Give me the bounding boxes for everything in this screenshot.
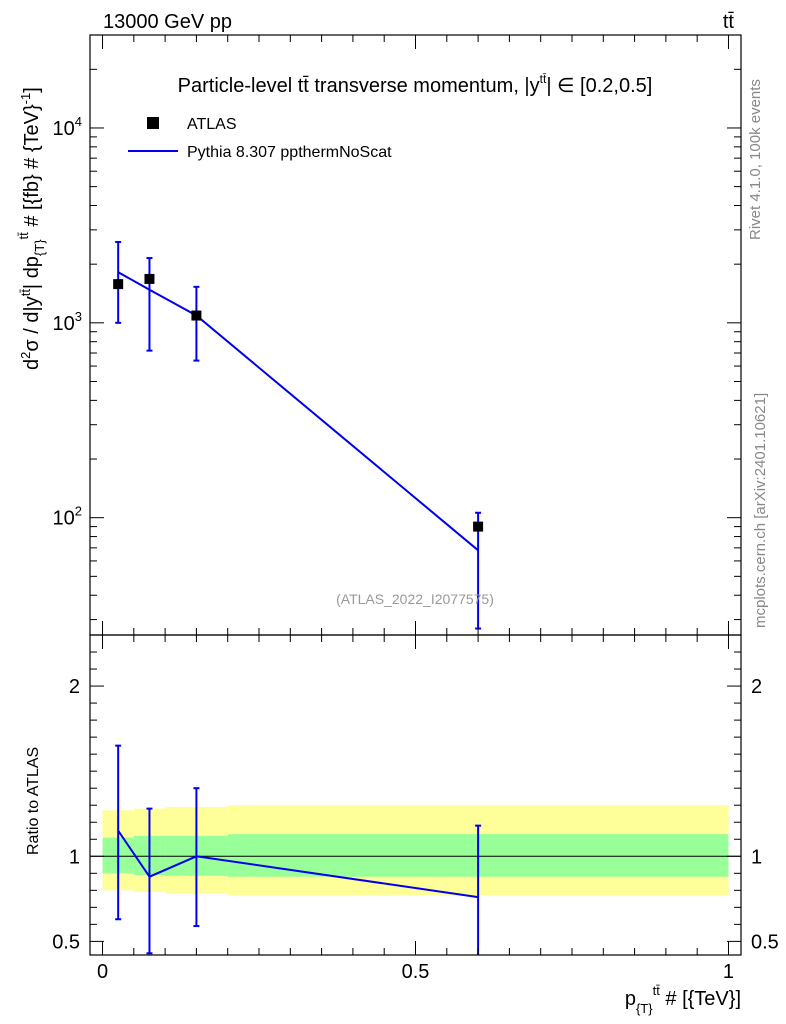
main-title-tail: | ∈ [0.2,0.5]: [546, 75, 652, 97]
ratio-y-axis-label: Ratio to ATLAS: [25, 747, 42, 855]
mc-line: [117, 271, 479, 552]
ratio-line: [117, 830, 479, 899]
ratio-y-tick-label-left: 2: [69, 676, 80, 698]
main-marks: [113, 240, 484, 630]
main-title: Particle-level tt̄ transverse momentum, …: [178, 72, 653, 97]
main-title-sup: tt̄: [540, 72, 547, 86]
watermark: (ATLAS_2022_I2077575): [336, 591, 494, 607]
ratio-ticks: 0.5 0.5 1 1 2 2 0 0.5 1: [52, 635, 779, 983]
data-point: [191, 310, 202, 321]
ratio-plot: 0.5 0.51 12 20 0.5 1 Ratio to ATLAS p{T}tt̄ #…: [25, 634, 779, 1016]
y-tick-label: 102: [53, 504, 82, 530]
x-tick-label: 0.5: [402, 961, 430, 983]
data-point: [144, 273, 155, 284]
mcplots-label: mcplots.cern.ch [arXiv:2401.10621]: [752, 393, 769, 628]
legend-mc-label: Pythia 8.307 ppthermNoScat: [187, 144, 392, 161]
y-tick-label-base: 10: [53, 508, 75, 530]
header-right: tt̄: [723, 11, 735, 33]
ratio-y-tick-label-right: 1: [751, 846, 762, 868]
ratio-y-tick-label-right: 0.5: [751, 931, 779, 953]
y-tick-label-base: 10: [53, 118, 75, 140]
y-tick-label-exponent: 2: [75, 504, 82, 519]
y-tick-label-exponent: 4: [75, 114, 82, 129]
rivet-label: Rivet 4.1.0, 100k events: [747, 79, 764, 240]
data-point: [113, 279, 124, 290]
ratio-y-tick-label-left: 1: [69, 846, 80, 868]
x-tick-label: 0: [97, 961, 108, 983]
y-tick-label-base: 10: [53, 313, 75, 335]
y-tick-label: 103: [53, 309, 82, 335]
ratio-y-tick-label-right: 2: [751, 676, 762, 698]
ratio-y-tick-label-left: 0.5: [52, 931, 80, 953]
legend-data-label: ATLAS: [187, 116, 237, 133]
y-tick-label-exponent: 3: [75, 309, 82, 324]
ratio-marks: [90, 744, 741, 955]
y-tick-label: 104: [53, 114, 82, 140]
x-tick-label: 1: [723, 961, 734, 983]
header-left: 13000 GeV pp: [103, 11, 232, 33]
main-y-axis-label: d2σ / d|ytt̄| dp{T}tt̄ # [{fb} # {TeV}-1…: [16, 87, 47, 370]
data-point: [473, 521, 484, 532]
legend: ATLAS Pythia 8.307 ppthermNoScat: [128, 116, 392, 161]
main-title-text: Particle-level tt̄ transverse momentum, …: [178, 75, 540, 97]
legend-data-marker: [147, 117, 159, 129]
